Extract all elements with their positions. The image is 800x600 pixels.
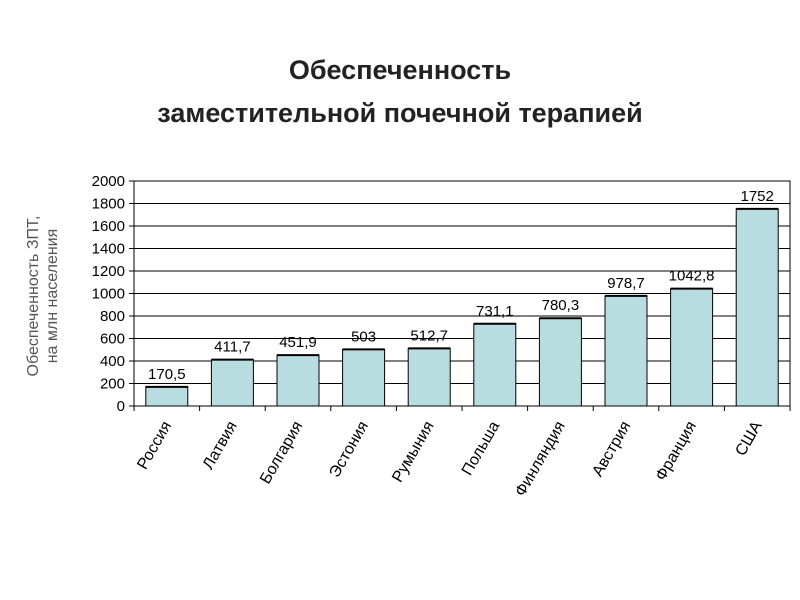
y-tick-label: 2000 — [92, 173, 125, 190]
y-tick-label: 800 — [100, 308, 125, 325]
bar — [407, 347, 451, 407]
y-tick-label: 200 — [100, 376, 125, 393]
data-label: 978,7 — [607, 275, 645, 292]
bar — [473, 323, 517, 407]
data-labels: 170,5 411,7 451,9 503 512,7 731,1 780,3 978,7 10… — [148, 188, 774, 383]
category-label: Латвия — [200, 419, 241, 473]
data-label: 780,3 — [542, 297, 580, 314]
category-label: Финляндия — [512, 419, 569, 500]
bar — [210, 359, 254, 407]
y-tick-label: 1000 — [92, 286, 125, 303]
bar — [538, 317, 582, 407]
bar — [735, 208, 779, 407]
x-axis-categories: Россия Латвия Болгария Эстония Румыния Польша… — [134, 418, 766, 499]
y-tick-label: 1600 — [92, 218, 125, 235]
category-label: Румыния — [389, 419, 437, 486]
data-label: 503 — [351, 328, 376, 345]
y-tick-label: 400 — [100, 353, 125, 370]
data-label: 411,7 — [214, 339, 250, 356]
category-label: Болгария — [257, 419, 306, 487]
bar — [342, 348, 386, 407]
y-axis-label-line2: на млн населения — [44, 229, 61, 364]
category-label: США — [732, 418, 765, 459]
y-axis-label-line1: Обеспеченность ЗПТ, — [25, 216, 42, 377]
bars — [145, 207, 779, 407]
bar — [276, 354, 320, 407]
y-tick-label: 1400 — [92, 241, 125, 258]
category-label: Польша — [459, 418, 503, 478]
y-axis-ticks: 0 200 400 600 800 1000 1200 1400 1600 1800 2000 — [92, 173, 125, 415]
bar — [145, 386, 189, 407]
bar — [604, 295, 648, 407]
bar — [670, 288, 714, 407]
y-tick-label: 1800 — [92, 196, 125, 213]
category-label: Франция — [653, 419, 701, 484]
chart-title-line1: Обеспеченность — [288, 55, 512, 85]
y-tick-label: 1200 — [92, 263, 125, 280]
category-label: Австрия — [589, 419, 634, 480]
data-label: 451,9 — [279, 334, 317, 351]
y-tick-label: 600 — [100, 331, 125, 348]
data-label: 731,1 — [476, 303, 514, 320]
data-label: 1752 — [741, 188, 774, 205]
data-label: 1042,8 — [669, 268, 715, 285]
category-label: Эстония — [326, 419, 372, 481]
data-label: 170,5 — [148, 366, 186, 383]
chart-title-line2: заместительной почечной терапией — [157, 98, 643, 128]
data-label: 512,7 — [410, 327, 448, 344]
category-label: Россия — [134, 419, 175, 473]
y-tick-label: 0 — [117, 398, 125, 415]
